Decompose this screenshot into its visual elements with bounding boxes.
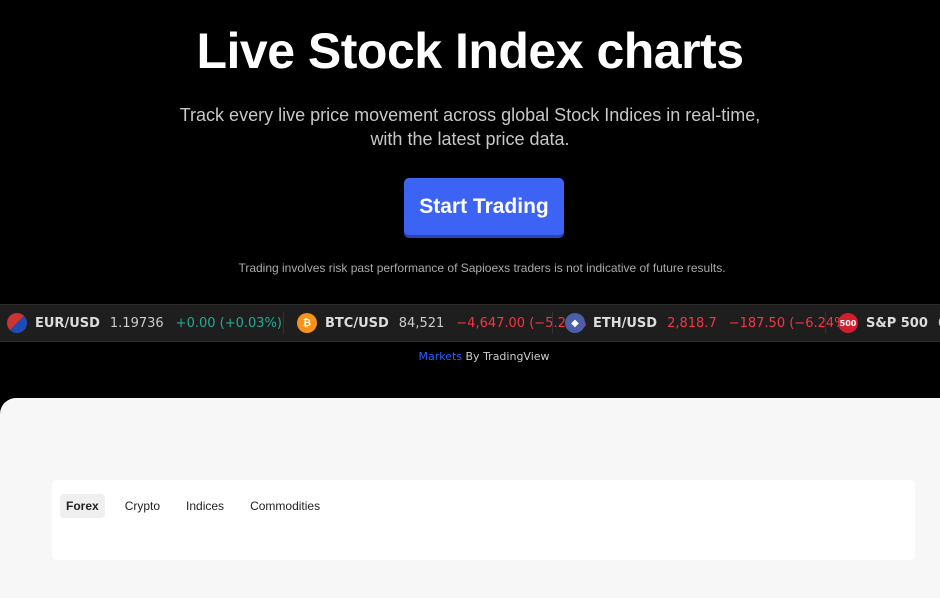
credit-text: By TradingView (462, 350, 550, 363)
subtitle-line-1: Track every live price movement across g… (179, 105, 761, 125)
tradingview-credit: Markets By TradingView (0, 350, 940, 363)
tab-crypto[interactable]: Crypto (124, 499, 161, 513)
tab-forex[interactable]: Forex (60, 494, 105, 518)
ticker-symbol: S&P 500 (866, 315, 928, 331)
ticker-change: −187.50 (−6.24%) (728, 315, 852, 331)
ticker-separator (283, 312, 284, 334)
ethereum-icon: ◆ (565, 313, 585, 333)
ticker-tape[interactable]: EUR/USD 1.19736 +0.00 (+0.03%) ₿ BTC/USD… (0, 304, 940, 342)
hero-subtitle: Track every live price movement across g… (0, 103, 940, 151)
bitcoin-icon: ₿ (297, 313, 317, 333)
tab-commodities[interactable]: Commodities (250, 499, 321, 513)
market-tabs: Forex Crypto Indices Commodities (60, 494, 334, 518)
ticker-item-ethusd[interactable]: ◆ ETH/USD 2,818.7 −187.50 (−6.24%) (565, 310, 852, 336)
ticker-price: 6, (938, 316, 940, 331)
markets-link[interactable]: Markets (418, 350, 463, 363)
ticker-symbol: BTC/USD (325, 315, 389, 331)
tab-indices[interactable]: Indices (186, 499, 225, 513)
ticker-item-eurusd[interactable]: EUR/USD 1.19736 +0.00 (+0.03%) (7, 310, 282, 336)
eur-usd-flags-icon (7, 313, 27, 333)
ticker-change: +0.00 (+0.03%) (175, 315, 282, 331)
ticker-price: 84,521 (398, 315, 445, 331)
market-widget-card (52, 480, 915, 560)
start-trading-button[interactable]: Start Trading (404, 178, 564, 235)
ticker-separator (825, 312, 826, 334)
risk-disclaimer: Trading involves risk past performance o… (238, 261, 726, 275)
sp500-icon: 500 (838, 313, 858, 333)
ticker-symbol: EUR/USD (35, 315, 100, 331)
ticker-item-btcusd[interactable]: ₿ BTC/USD 84,521 −4,647.00 (−5.21% (297, 310, 586, 336)
ticker-item-sp500[interactable]: 500 S&P 500 6, (838, 310, 940, 336)
ticker-separator (552, 312, 553, 334)
page-title: Live Stock Index charts (196, 23, 744, 79)
ticker-price: 2,818.7 (667, 315, 717, 331)
subtitle-line-2: with the latest price data. (370, 129, 570, 149)
ticker-price: 1.19736 (109, 315, 164, 331)
ticker-change: −4,647.00 (−5.21% (456, 315, 587, 331)
ticker-symbol: ETH/USD (593, 315, 658, 331)
